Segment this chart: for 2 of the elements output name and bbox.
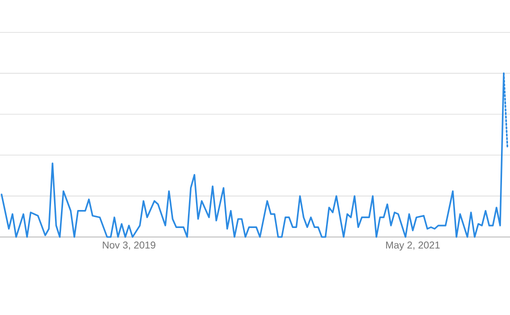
x-tick-label: Nov 3, 2019 [102, 242, 156, 250]
x-tick-label: May 2, 2021 [386, 242, 440, 251]
